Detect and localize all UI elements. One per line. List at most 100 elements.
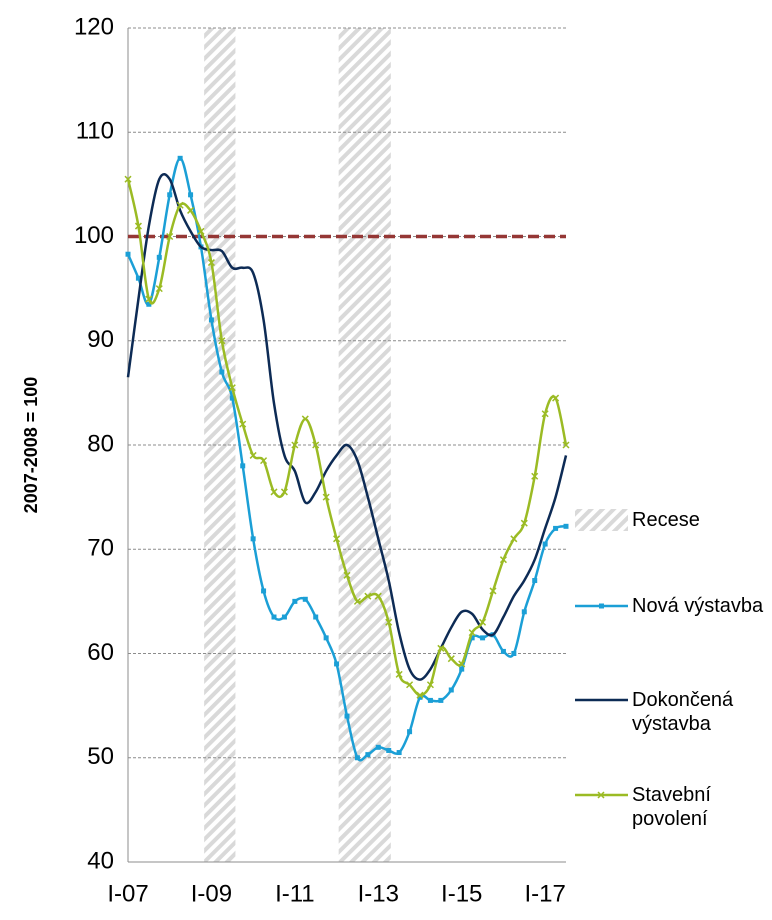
- y-tick-label: 110: [76, 118, 114, 145]
- legend-label: Stavební povolení: [632, 784, 711, 830]
- point-marker: [239, 420, 247, 428]
- legend-label: Dokončená výstavba: [632, 689, 734, 735]
- x-tick-label: I-09: [191, 880, 232, 907]
- point-marker: [333, 535, 341, 543]
- point-marker: [177, 155, 183, 161]
- point-marker: [385, 618, 393, 626]
- point-marker: [218, 337, 226, 345]
- point-marker: [155, 285, 163, 293]
- point-marker: [563, 523, 569, 529]
- point-marker: [322, 493, 330, 501]
- y-tick-label: 50: [87, 743, 114, 770]
- point-marker: [228, 384, 236, 392]
- x-tick-label: I-13: [358, 880, 399, 907]
- point-marker: [375, 744, 381, 750]
- point-marker: [292, 598, 298, 604]
- point-marker: [312, 441, 320, 449]
- point-marker: [270, 488, 278, 496]
- point-marker: [124, 175, 132, 183]
- point-marker: [250, 536, 256, 542]
- point-marker: [334, 661, 340, 667]
- point-marker: [344, 713, 350, 719]
- point-marker: [520, 519, 528, 527]
- point-marker: [240, 463, 246, 469]
- point-marker: [343, 571, 351, 579]
- series-line: [126, 173, 568, 681]
- point-marker: [426, 681, 434, 689]
- point-marker: [280, 488, 288, 496]
- point-marker: [447, 655, 455, 663]
- point-marker: [156, 254, 162, 260]
- point-marker: [458, 660, 466, 668]
- point-marker: [386, 747, 392, 753]
- point-marker: [188, 192, 194, 198]
- point-marker: [281, 614, 287, 620]
- point-marker: [291, 441, 299, 449]
- point-marker: [197, 227, 205, 235]
- point-marker: [438, 697, 444, 703]
- x-tick-label: I-07: [107, 880, 148, 907]
- point-marker: [364, 592, 372, 600]
- point-marker: [395, 670, 403, 678]
- point-marker: [125, 251, 131, 257]
- point-marker: [416, 691, 424, 699]
- y-tick-label: 70: [87, 535, 114, 562]
- point-marker: [552, 394, 560, 402]
- point-marker: [468, 629, 476, 637]
- y-axis-title: 2007-2008 = 100: [21, 377, 41, 514]
- point-marker: [302, 596, 308, 602]
- point-marker: [167, 192, 173, 198]
- y-tick-label: 80: [87, 430, 114, 457]
- y-tick-label: 90: [87, 326, 114, 353]
- point-marker: [448, 687, 454, 693]
- point-marker: [407, 729, 413, 735]
- legend-marker: [599, 603, 604, 609]
- legend-label: Nová výstavba: [632, 595, 764, 617]
- point-marker: [417, 694, 423, 700]
- point-marker: [553, 525, 559, 531]
- point-marker: [562, 441, 570, 449]
- x-tick-label: I-15: [441, 880, 482, 907]
- point-marker: [531, 472, 539, 480]
- point-marker: [374, 592, 382, 600]
- point-marker: [500, 648, 506, 654]
- legend-swatch: [575, 509, 628, 531]
- point-marker: [499, 556, 507, 564]
- point-marker: [145, 295, 153, 303]
- point-marker: [427, 697, 433, 703]
- point-marker: [532, 578, 538, 584]
- point-marker: [249, 451, 257, 459]
- point-marker: [261, 588, 267, 594]
- point-marker: [176, 201, 184, 209]
- point-marker: [166, 232, 174, 241]
- point-marker: [521, 609, 527, 615]
- x-tick-label: I-17: [524, 880, 565, 907]
- point-marker: [271, 614, 277, 620]
- point-marker: [313, 614, 319, 620]
- point-marker: [396, 750, 402, 756]
- legend-label: Recese: [632, 509, 700, 531]
- y-tick-label: 120: [74, 13, 114, 40]
- point-marker: [542, 541, 548, 547]
- point-marker: [134, 222, 142, 230]
- point-marker: [365, 752, 371, 758]
- point-marker: [353, 597, 361, 605]
- point-marker: [135, 275, 141, 281]
- y-tick-label: 60: [87, 639, 114, 666]
- point-marker: [406, 681, 414, 689]
- point-marker: [469, 635, 475, 641]
- y-tick-label: 40: [87, 847, 114, 874]
- point-marker: [323, 635, 329, 641]
- point-marker: [146, 301, 152, 307]
- point-marker: [479, 618, 487, 626]
- point-marker: [541, 410, 549, 418]
- point-marker: [208, 317, 214, 323]
- point-marker: [437, 644, 445, 652]
- x-tick-label: I-11: [275, 880, 315, 907]
- point-marker: [480, 635, 486, 641]
- point-marker: [510, 535, 518, 543]
- point-marker: [511, 651, 517, 656]
- point-marker: [229, 395, 235, 401]
